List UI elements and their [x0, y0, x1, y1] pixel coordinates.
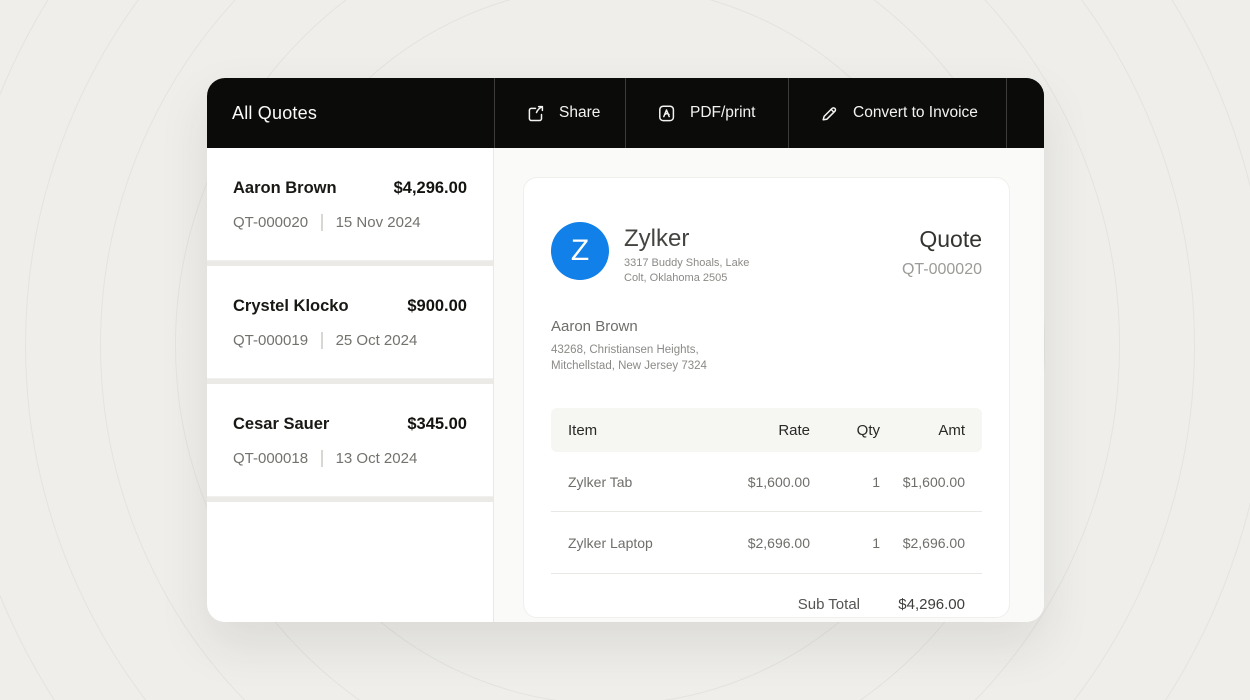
customer-address-line2: Mitchellstad, New Jersey 7324 — [551, 360, 707, 373]
table-header-row: Item Rate Qty Amt — [551, 408, 982, 452]
customer-address-line1: 43268, Christiansen Heights, — [551, 344, 699, 356]
quote-number: QT-000020 — [233, 214, 309, 231]
quote-list: Aaron Brown $4,296.00 QT-000020 15 Nov 2… — [207, 148, 494, 622]
quote-number: QT-000018 — [233, 450, 309, 467]
company-address-line2: Colt, Oklahoma 2505 — [624, 272, 728, 285]
line-items-table: Item Rate Qty Amt Zylker Tab $1,600.00 1… — [551, 408, 982, 613]
share-icon — [525, 103, 546, 124]
company-name: Zylker — [624, 225, 690, 252]
cell-qty: 1 — [872, 534, 880, 551]
quote-document: Z Zylker 3317 Buddy Shoals, Lake Colt, O… — [523, 177, 1010, 618]
topbar-spacer — [1007, 78, 1044, 148]
company-logo-initial: Z — [570, 234, 590, 267]
topbar-divider — [494, 78, 495, 148]
share-button[interactable]: Share — [495, 78, 625, 148]
table-row: Zylker Tab $1,600.00 1 $1,600.00 — [551, 452, 982, 512]
meta-divider — [321, 214, 323, 231]
column-header-item: Item — [568, 421, 598, 439]
quote-date: 15 Nov 2024 — [335, 214, 421, 231]
cell-qty: 1 — [872, 473, 880, 490]
share-button-label: Share — [559, 104, 601, 121]
quote-amount: $345.00 — [407, 415, 467, 433]
convert-to-invoice-button-label: Convert to Invoice — [853, 104, 978, 121]
topbar-divider — [625, 78, 626, 148]
convert-to-invoice-button[interactable]: Convert to Invoice — [789, 78, 1006, 148]
quote-list-item-qt-000019[interactable]: Crystel Klocko $900.00 QT-000019 25 Oct … — [207, 266, 493, 379]
column-header-qty: Qty — [856, 421, 880, 439]
quotes-window: All Quotes Share PDF/print — [207, 78, 1044, 622]
quote-date: 13 Oct 2024 — [335, 450, 418, 467]
cell-amt: $1,600.00 — [902, 473, 965, 490]
document-number: QT-000020 — [901, 261, 982, 278]
topbar: All Quotes Share PDF/print — [207, 78, 1044, 148]
quote-preview-area: Z Zylker 3317 Buddy Shoals, Lake Colt, O… — [494, 148, 1044, 622]
meta-divider — [321, 450, 323, 467]
column-header-amt: Amt — [938, 421, 965, 439]
pdf-print-button[interactable]: PDF/print — [626, 78, 788, 148]
quote-number: QT-000019 — [233, 332, 309, 349]
topbar-divider — [1006, 78, 1007, 148]
subtotal-row: Sub Total $4,296.00 — [551, 574, 982, 613]
subtotal-label: Sub Total — [797, 596, 860, 613]
pencil-icon — [819, 103, 840, 124]
page-title: All Quotes — [232, 102, 318, 123]
cell-amt: $2,696.00 — [902, 534, 965, 551]
pdf-print-button-label: PDF/print — [690, 104, 756, 121]
quote-list-item-qt-000018[interactable]: Cesar Sauer $345.00 QT-000018 13 Oct 202… — [207, 384, 493, 497]
column-header-rate: Rate — [778, 421, 810, 439]
quote-customer-name: Crystel Klocko — [233, 297, 349, 315]
quote-list-empty-area — [207, 502, 493, 622]
quote-date: 25 Oct 2024 — [335, 332, 418, 349]
quote-amount: $4,296.00 — [393, 179, 467, 197]
cell-rate: $1,600.00 — [747, 473, 810, 490]
company-logo: Z — [551, 222, 609, 280]
cell-item: Zylker Tab — [568, 473, 633, 490]
cell-item: Zylker Laptop — [568, 534, 653, 551]
company-address-line1: 3317 Buddy Shoals, Lake — [624, 257, 750, 270]
pdf-document-icon — [656, 103, 677, 124]
topbar-divider — [788, 78, 789, 148]
quote-customer-name: Cesar Sauer — [233, 415, 330, 433]
quote-customer-name: Aaron Brown — [233, 179, 337, 197]
table-row: Zylker Laptop $2,696.00 1 $2,696.00 — [551, 512, 982, 574]
quote-amount: $900.00 — [407, 297, 467, 315]
customer-name: Aaron Brown — [551, 318, 638, 335]
subtotal-value: $4,296.00 — [898, 596, 965, 613]
quote-list-item-qt-000020[interactable]: Aaron Brown $4,296.00 QT-000020 15 Nov 2… — [207, 148, 493, 261]
document-type-title: Quote — [919, 226, 982, 252]
meta-divider — [321, 332, 323, 349]
cell-rate: $2,696.00 — [747, 534, 810, 551]
